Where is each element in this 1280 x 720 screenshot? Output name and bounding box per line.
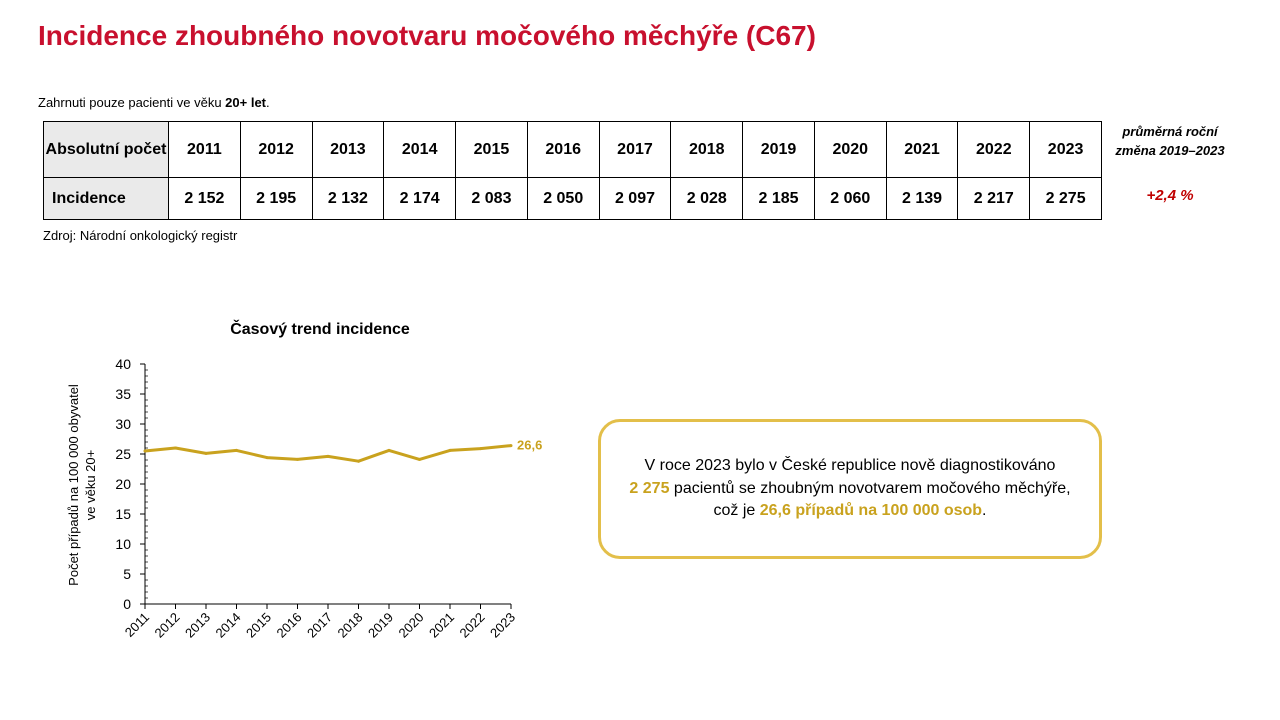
x-tick-label: 2011 (122, 610, 152, 640)
value-cell: 2 195 (239, 177, 313, 220)
value-cell: 2 132 (311, 177, 385, 220)
value-cell: 2 083 (455, 177, 528, 220)
incidence-row: Incidence 2 152 2 195 2 132 2 174 2 083 2 050… (43, 177, 1102, 220)
value-cell: 2 185 (742, 177, 815, 220)
data-point (296, 457, 299, 461)
year-cell: 2019 (742, 121, 815, 178)
data-point (387, 448, 391, 452)
year-cell: 2013 (311, 121, 385, 178)
y-tick-label: 10 (115, 536, 131, 552)
x-tick-label: 2015 (243, 610, 274, 641)
data-point (204, 451, 208, 455)
y-tick-label: 25 (115, 446, 131, 462)
avg-change-heading: průměrná roční změna 2019–2023 (1115, 124, 1225, 158)
summary-callout: V roce 2023 bylo v České republice nově … (598, 419, 1102, 559)
summary-rate: 26,6 případů na 100 000 osob (759, 502, 983, 520)
x-tick-label: 2021 (426, 610, 457, 641)
value-cell: 2 139 (885, 177, 959, 220)
source-note: Zdroj: Národní onkologický registr (43, 228, 238, 243)
year-cell: 2016 (526, 121, 600, 178)
year-cell: 2012 (239, 121, 313, 178)
summary-text: V roce 2023 bylo v České republice nově … (629, 455, 1070, 523)
data-point (326, 454, 330, 458)
year-cell: 2023 (1029, 121, 1102, 178)
y-axis: 0 5 10 15 20 25 30 35 40 (115, 356, 148, 612)
age-note-suffix: . (266, 95, 270, 110)
y-axis-label-line: ve věku 20+ (83, 450, 98, 520)
x-tick-label: 2018 (335, 610, 366, 641)
x-tick-label: 2012 (152, 610, 183, 641)
year-cell: 2014 (383, 121, 457, 178)
end-value-label: 26,6 (517, 438, 542, 453)
data-point (418, 457, 421, 461)
year-cell: 2022 (957, 121, 1031, 178)
chart-title: Časový trend incidence (230, 319, 410, 338)
data-point (143, 449, 147, 453)
summary-line1: V roce 2023 bylo v České republice nově … (644, 457, 1056, 475)
y-tick-label: 35 (115, 386, 131, 402)
y-tick-label: 20 (115, 476, 131, 492)
summary-line2: pacientů se zhoubným novotvarem močového… (669, 479, 1071, 497)
x-tick-label: 2017 (304, 610, 335, 641)
trend-chart: Časový trend incidence Počet případů na … (66, 319, 542, 641)
y-tick-label: 0 (123, 596, 131, 612)
summary-line3-suffix: . (982, 502, 987, 520)
page-title: Incidence zhoubného novotvaru močového m… (38, 20, 816, 51)
data-point (357, 459, 360, 463)
summary-line3-prefix: což je (713, 502, 760, 520)
age-note: Zahrnuti pouze pacienti ve věku 20+ let. (38, 95, 270, 110)
avg-change-value: +2,4 % (1146, 187, 1194, 204)
value-cell: 2 174 (383, 177, 457, 220)
data-point (265, 456, 269, 460)
year-cell: 2018 (670, 121, 744, 178)
x-tick-label: 2014 (213, 610, 244, 641)
year-cell: 2021 (885, 121, 959, 178)
x-tick-label: 2022 (457, 610, 488, 641)
value-cell: 2 097 (598, 177, 672, 220)
series-line (144, 444, 512, 463)
year-cell: 2020 (813, 121, 887, 178)
data-point (174, 446, 177, 450)
y-axis-label: Počet případů na 100 000 obyvatel ve věku… (66, 384, 98, 586)
value-cell: 2 060 (813, 177, 887, 220)
data-point (479, 447, 482, 451)
plot-area: 26,6 (143, 438, 542, 463)
y-axis-label-line: Počet případů na 100 000 obyvatel (66, 384, 81, 586)
row-label-cell: Incidence (43, 177, 169, 220)
y-tick-label: 40 (115, 356, 131, 372)
value-cell: 2 275 (1029, 177, 1102, 220)
incidence-table: Absolutní počet 2011 2012 2013 2014 2015 2016… (43, 121, 1102, 220)
age-note-prefix: Zahrnuti pouze pacienti ve věku (38, 95, 226, 110)
header-label-cell: Absolutní počet (43, 121, 169, 178)
y-tick-label: 5 (123, 566, 131, 582)
x-tick-label: 2023 (487, 610, 518, 641)
value-cell: 2 217 (957, 177, 1031, 220)
data-point (448, 448, 452, 452)
value-cell: 2 028 (670, 177, 744, 220)
x-tick-label: 2020 (396, 610, 427, 641)
data-point (235, 448, 238, 452)
age-note-bold: 20+ let (225, 95, 267, 110)
summary-count: 2 275 (629, 479, 670, 497)
x-axis: 2011 2012 2013 2014 2015 2016 2017 2018 2019 2020… (122, 603, 518, 641)
data-point (509, 444, 513, 448)
value-cell: 2 050 (526, 177, 600, 220)
x-tick-label: 2019 (365, 610, 396, 641)
y-tick-label: 15 (115, 506, 131, 522)
year-cell: 2017 (598, 121, 672, 178)
x-tick-label: 2013 (182, 610, 213, 641)
year-header-row: Absolutní počet 2011 2012 2013 2014 2015 2016… (43, 121, 1102, 178)
x-tick-label: 2016 (274, 610, 305, 641)
y-tick-label: 30 (115, 416, 131, 432)
year-cell: 2015 (455, 121, 528, 178)
